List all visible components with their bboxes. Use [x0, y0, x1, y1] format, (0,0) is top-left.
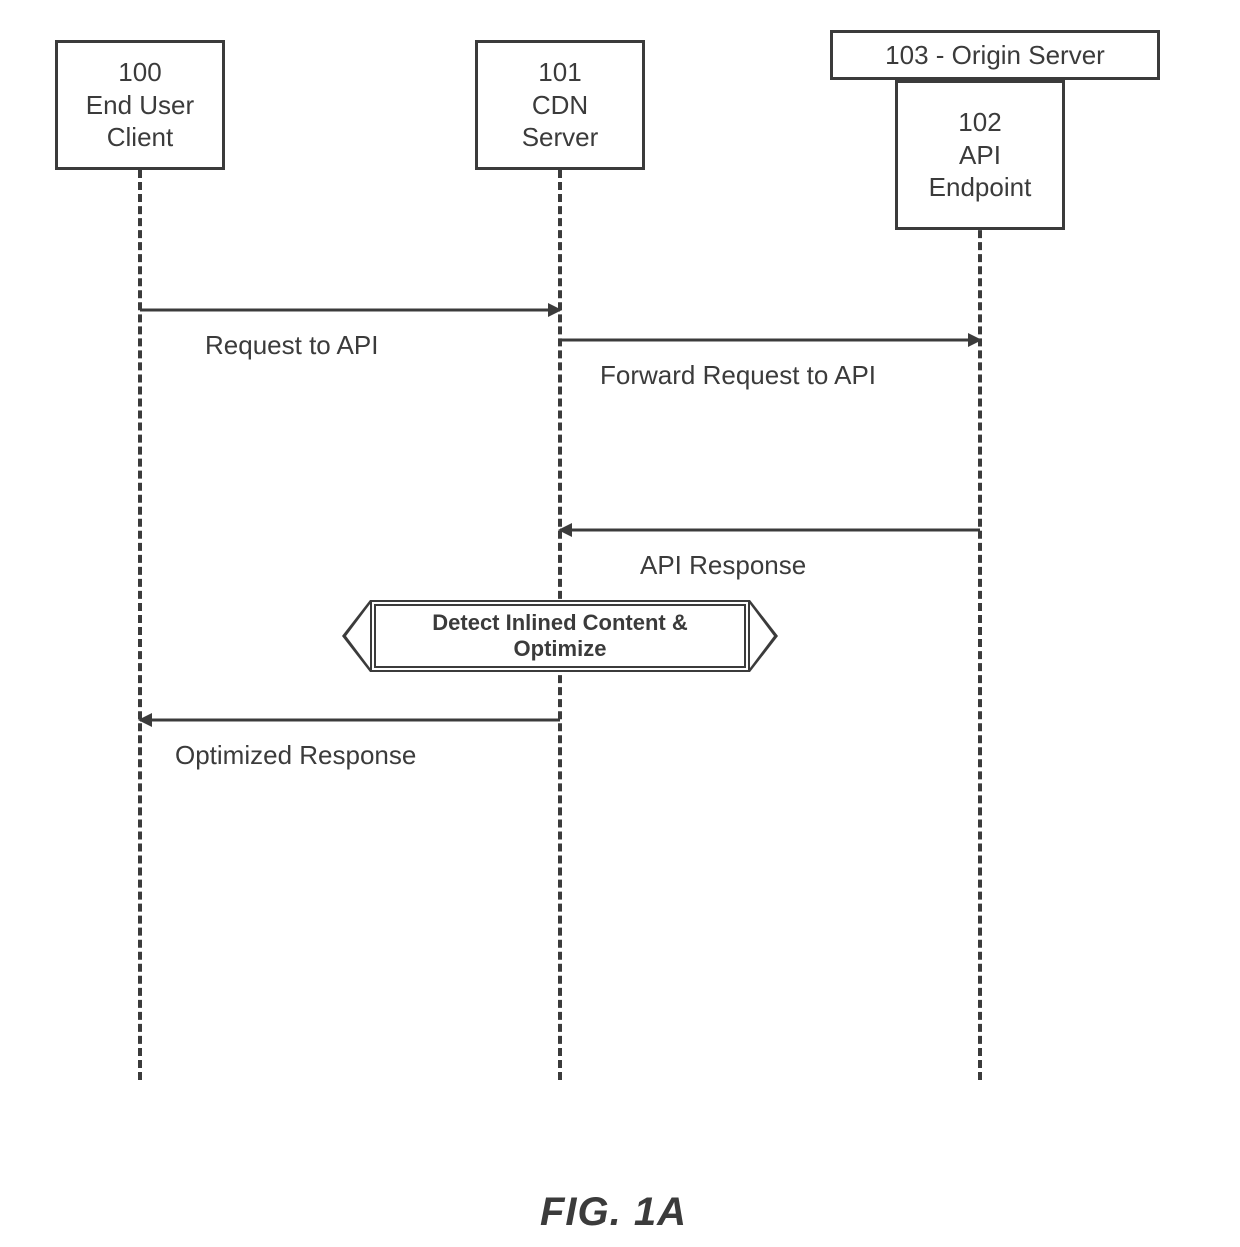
process-box: Detect Inlined Content & Optimize: [370, 600, 750, 672]
diagram-canvas: 100 End User Client 101 CDN Server 103 -…: [0, 0, 1240, 1247]
msg-label-opt-response: Optimized Response: [175, 740, 416, 771]
msg-label-api-response: API Response: [640, 550, 806, 581]
msg-label-req-to-api: Request to API: [205, 330, 378, 361]
process-cap-left-inner: [346, 604, 370, 668]
process-label: Detect Inlined Content & Optimize: [432, 610, 687, 663]
figure-caption: FIG. 1A: [540, 1190, 687, 1235]
msg-label-fwd-to-api: Forward Request to API: [600, 360, 876, 391]
process-cap-right-inner: [750, 604, 774, 668]
